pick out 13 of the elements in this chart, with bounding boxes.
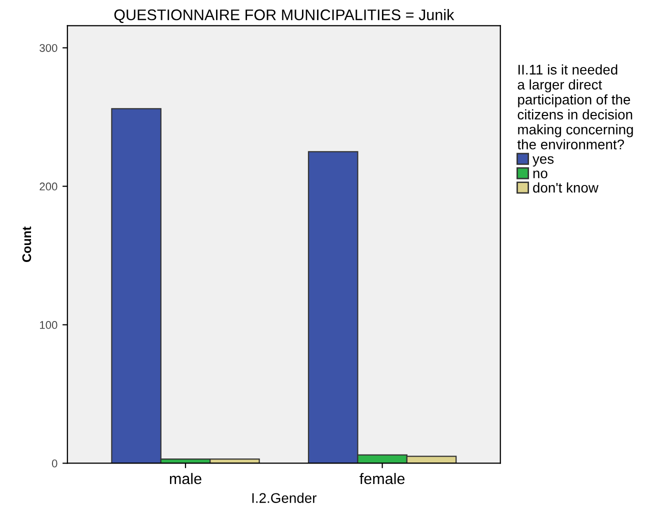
y-tick-label: 100 <box>40 321 58 329</box>
legend-title: II.11 is it needed a larger direct participation of the citizens in decision making concerning the environment? <box>517 64 633 150</box>
y-tick-label: 300 <box>40 44 58 52</box>
y-axis-title: Count <box>22 226 32 262</box>
legend-label: yes <box>532 156 554 167</box>
legend-label: don't know <box>533 182 598 193</box>
x-tick-label: female <box>360 472 405 484</box>
x-tick-label: male <box>170 472 202 484</box>
y-tick-label: 0 <box>52 460 58 468</box>
legend-label: no <box>533 170 548 178</box>
chart-title: QUESTIONNAIRE FOR MUNICIPALITIES = Junik <box>114 9 454 23</box>
y-tick-label: 200 <box>40 182 58 190</box>
x-axis-title: I.2.Gender <box>252 492 316 503</box>
